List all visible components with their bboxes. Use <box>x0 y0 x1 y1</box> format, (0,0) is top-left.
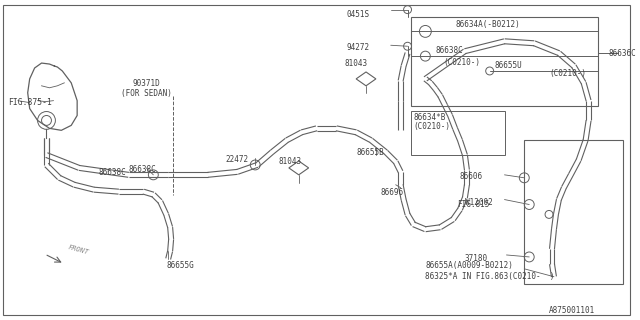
Text: 86325*A IN FIG.863(C0210-  ): 86325*A IN FIG.863(C0210- ) <box>426 272 555 281</box>
Bar <box>524 140 623 284</box>
Text: A875001101: A875001101 <box>549 307 595 316</box>
Text: 81043: 81043 <box>344 59 367 68</box>
Text: 86655A(A0009-B0212): 86655A(A0009-B0212) <box>426 261 513 270</box>
Text: 94272: 94272 <box>346 43 369 52</box>
Text: 86634A(-B0212): 86634A(-B0212) <box>455 20 520 28</box>
Text: 86638C: 86638C <box>129 165 156 174</box>
Text: 81043: 81043 <box>279 157 302 166</box>
Text: (C0210-): (C0210-) <box>413 123 451 132</box>
Text: 86638C: 86638C <box>99 168 127 177</box>
Text: 0451S: 0451S <box>346 10 369 19</box>
Bar <box>410 17 598 106</box>
Text: W12002: W12002 <box>465 197 493 207</box>
Text: (C0210-): (C0210-) <box>549 69 586 78</box>
Text: 86634*B: 86634*B <box>413 113 446 122</box>
Text: FRONT: FRONT <box>67 245 90 256</box>
Text: 86636C: 86636C <box>609 49 636 58</box>
Text: (C0210-): (C0210-) <box>443 58 480 67</box>
Text: (FOR SEDAN): (FOR SEDAN) <box>121 89 172 98</box>
Text: 86606: 86606 <box>460 172 483 181</box>
Text: 22472: 22472 <box>225 155 249 164</box>
Text: 86655G: 86655G <box>166 261 194 270</box>
Text: 86655B: 86655B <box>356 148 384 157</box>
Text: 90371D: 90371D <box>132 79 160 88</box>
Text: FIG.875-1: FIG.875-1 <box>8 98 52 107</box>
Text: 86638C: 86638C <box>435 46 463 55</box>
Text: 86655U: 86655U <box>495 61 522 70</box>
Text: 86696: 86696 <box>381 188 404 197</box>
Bar <box>410 110 504 155</box>
Text: 37180: 37180 <box>465 254 488 263</box>
Text: FIG.815: FIG.815 <box>457 200 490 209</box>
